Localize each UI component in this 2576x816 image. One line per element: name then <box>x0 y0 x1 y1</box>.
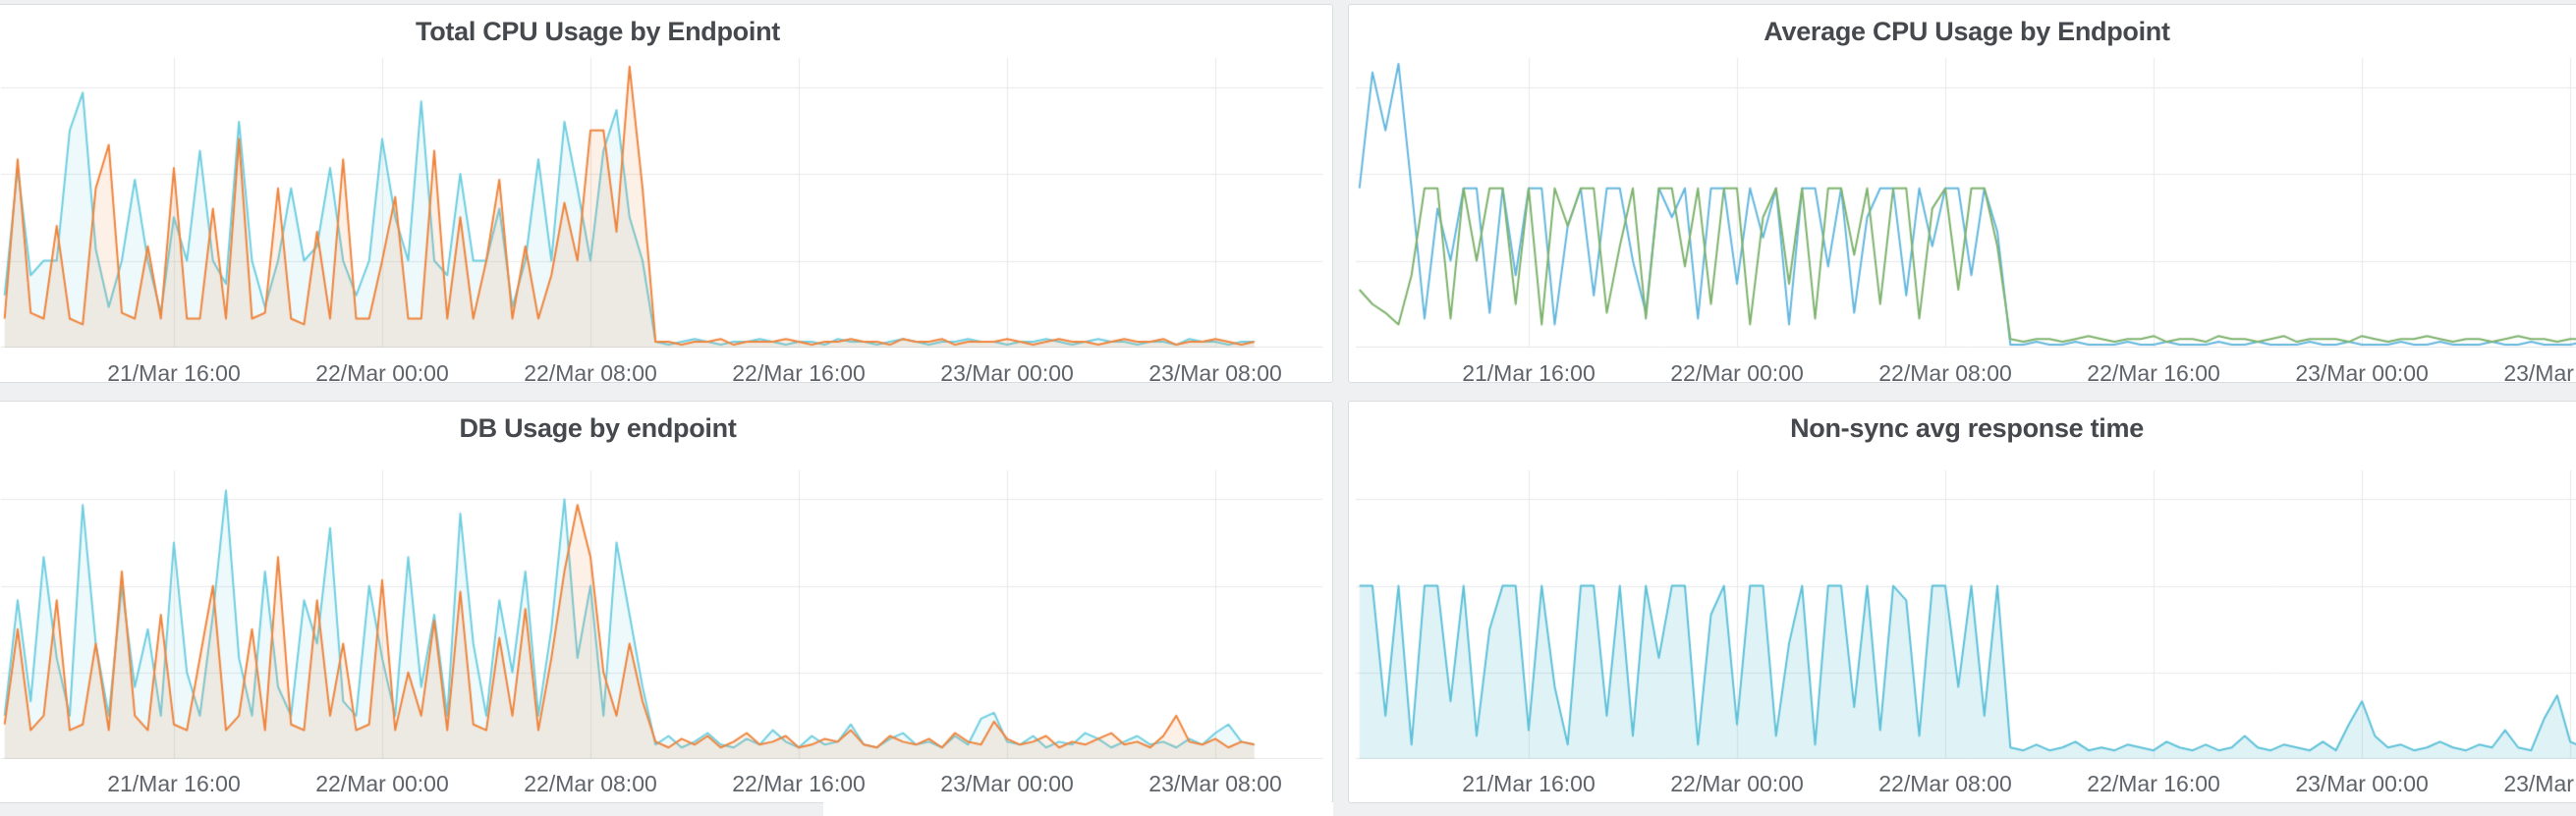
x-axis-tick-label: 22/Mar 16:00 <box>732 360 866 386</box>
x-axis-tick-label: 23/Mar 08:00 <box>2503 771 2576 796</box>
x-axis-tick-label: 22/Mar 16:00 <box>2087 360 2220 386</box>
x-axis-tick-label: 23/Mar 08:00 <box>1148 771 1282 796</box>
x-axis-tick-label: 22/Mar 08:00 <box>524 360 657 386</box>
x-axis-tick-label: 21/Mar 16:00 <box>1462 360 1596 386</box>
x-axis-tick-label: 23/Mar 08:00 <box>2503 360 2576 386</box>
panel-non-sync-avg-response-time: Non-sync avg response time 21/Mar 16:00 2… <box>1348 401 2576 803</box>
time-series-plot[interactable] <box>1 470 1322 759</box>
time-series-plot[interactable] <box>1356 58 2576 348</box>
panel-title[interactable]: Total CPU Usage by Endpoint <box>416 17 780 46</box>
x-axis-tick-label: 22/Mar 16:00 <box>732 771 866 796</box>
x-axis-tick-label: 22/Mar 00:00 <box>315 771 449 796</box>
panel-title[interactable]: Average CPU Usage by Endpoint <box>1764 17 2170 46</box>
next-row-panel-edge <box>823 802 1333 816</box>
x-axis-tick-label: 21/Mar 16:00 <box>107 771 241 796</box>
x-axis-tick-label: 23/Mar 08:00 <box>1148 360 1282 386</box>
x-axis-tick-label: 22/Mar 08:00 <box>524 771 657 796</box>
panel-title[interactable]: Non-sync avg response time <box>1790 413 2144 443</box>
panel-title[interactable]: DB Usage by endpoint <box>459 413 737 443</box>
x-axis-tick-label: 22/Mar 00:00 <box>1670 360 1804 386</box>
x-axis-tick-label: 23/Mar 00:00 <box>2295 771 2429 796</box>
x-axis: 21/Mar 16:00 22/Mar 00:00 22/Mar 08:00 22/M… <box>1356 771 2576 800</box>
x-axis: 21/Mar 16:00 22/Mar 00:00 22/Mar 08:00 22/M… <box>1 360 1322 390</box>
x-axis-tick-label: 21/Mar 16:00 <box>107 360 241 386</box>
x-axis-tick-label: 23/Mar 00:00 <box>940 360 1074 386</box>
x-axis-tick-label: 22/Mar 00:00 <box>315 360 449 386</box>
x-axis-tick-label: 21/Mar 16:00 <box>1462 771 1596 796</box>
x-axis-tick-label: 22/Mar 16:00 <box>2087 771 2220 796</box>
x-axis-tick-label: 22/Mar 08:00 <box>1878 771 2012 796</box>
x-axis-tick-label: 22/Mar 08:00 <box>1878 360 2012 386</box>
time-series-plot[interactable] <box>1356 470 2576 759</box>
x-axis-tick-label: 23/Mar 00:00 <box>2295 360 2429 386</box>
x-axis: 21/Mar 16:00 22/Mar 00:00 22/Mar 08:00 22/M… <box>1 771 1322 800</box>
panel-db-usage: DB Usage by endpoint 21/Mar 16:00 22/Mar … <box>0 401 1333 803</box>
x-axis-tick-label: 23/Mar 00:00 <box>940 771 1074 796</box>
x-axis: 21/Mar 16:00 22/Mar 00:00 22/Mar 08:00 22/M… <box>1356 360 2576 390</box>
time-series-plot[interactable] <box>1 58 1322 348</box>
x-axis-tick-label: 22/Mar 00:00 <box>1670 771 1804 796</box>
panel-total-cpu-usage: Total CPU Usage by Endpoint 21/Mar 16:00… <box>0 4 1333 386</box>
panel-average-cpu-usage: Average CPU Usage by Endpoint 21/Mar 16:… <box>1348 4 2576 386</box>
